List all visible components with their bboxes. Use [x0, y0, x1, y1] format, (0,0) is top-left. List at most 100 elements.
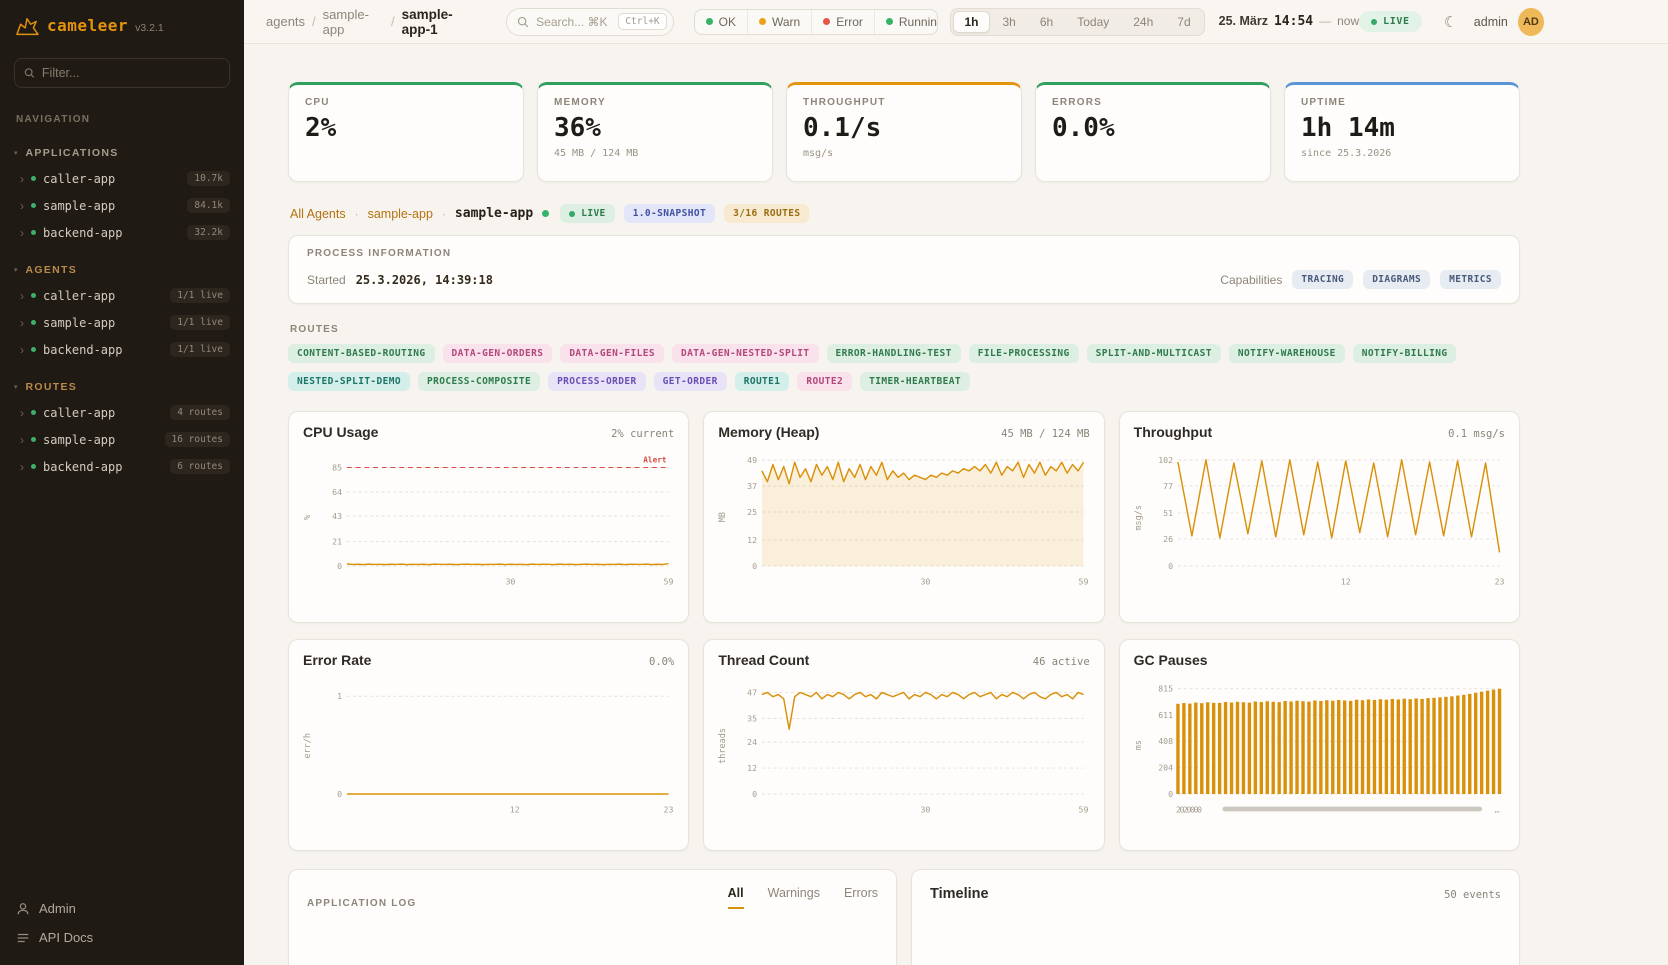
process-information-card: PROCESS INFORMATION Started 25.3.2026, 1… [288, 235, 1520, 304]
range-end: now [1337, 14, 1360, 28]
route-pill[interactable]: NOTIFY-WAREHOUSE [1228, 344, 1345, 363]
route-pill[interactable]: ROUTE2 [797, 372, 853, 391]
route-pill[interactable]: TIMER-HEARTBEAT [860, 372, 970, 391]
count-badge: 84.1k [187, 198, 230, 213]
warn-dot [758, 18, 766, 25]
svg-text:…: … [1494, 804, 1499, 814]
filter-ok[interactable]: OK [695, 9, 748, 34]
content-scroll[interactable]: CPU 2% MEMORY 36% 45 MB / 124 MB THROUGH… [244, 44, 1668, 965]
filter-input[interactable] [41, 66, 220, 80]
y-axis-label: err/h [303, 732, 313, 759]
sidebar-item-application-caller-app[interactable]: › caller-app 10.7k [0, 165, 244, 192]
route-pill[interactable]: NOTIFY-BILLING [1352, 344, 1457, 363]
nav-group-routes-header[interactable]: ▾ ROUTES [14, 381, 78, 393]
route-pill[interactable]: SPLIT-AND-MULTICAST [1086, 344, 1221, 363]
sidebar-item-agent-sample-app[interactable]: › sample-app 1/1 live [0, 309, 244, 336]
svg-text:24: 24 [748, 737, 758, 747]
svg-text:611: 611 [1158, 710, 1173, 720]
time-range-7d[interactable]: 7d [1166, 11, 1201, 33]
svg-text:0: 0 [752, 561, 757, 571]
route-pill[interactable]: ERROR-HANDLING-TEST [826, 344, 961, 363]
route-pill[interactable]: PROCESS-ORDER [548, 372, 646, 391]
filter-running[interactable]: Running [875, 10, 937, 34]
svg-text:12: 12 [510, 804, 520, 814]
tab-warnings[interactable]: Warnings [767, 886, 820, 900]
svg-text:204: 204 [1158, 763, 1173, 773]
breadcrumb-sample-app[interactable]: sample-app [322, 6, 369, 37]
y-axis-label: threads [718, 727, 729, 764]
nav-group-applications: ▾ APPLICATIONS › caller-app 10.7k › samp… [0, 143, 244, 246]
app-link[interactable]: sample-app [367, 206, 433, 221]
user-icon [17, 902, 29, 914]
tab-all[interactable]: All [727, 886, 744, 909]
chart-card-thread-count: Thread Count 46 active threads 47 35 24 12 0… [703, 639, 1105, 851]
y-axis-label: % [303, 514, 313, 521]
svg-text:64: 64 [332, 487, 342, 497]
sidebar-item-routes-caller-app[interactable]: › caller-app 4 routes [0, 399, 244, 426]
time-range-6h[interactable]: 6h [1029, 11, 1064, 33]
route-pill[interactable]: DATA-GEN-FILES [560, 344, 664, 363]
svg-text:77: 77 [1163, 481, 1173, 491]
sidebar-footer: Admin API Docs [0, 889, 244, 965]
status-dot [31, 230, 36, 235]
route-pill[interactable]: CONTENT-BASED-ROUTING [288, 344, 435, 363]
time-range-3h[interactable]: 3h [992, 11, 1027, 33]
filter-error[interactable]: Error [812, 9, 875, 34]
route-pill[interactable]: PROCESS-COMPOSITE [418, 372, 541, 391]
nav-group-agents-header[interactable]: ▾ AGENTS [14, 264, 78, 276]
svg-text:25: 25 [748, 507, 758, 517]
username: admin [1473, 14, 1508, 29]
live-count-badge: 1/1 live [170, 315, 230, 330]
breadcrumb-agents[interactable]: agents [266, 14, 306, 29]
status-dot [31, 203, 36, 208]
nav-group-routes: ▾ ROUTES › caller-app 4 routes › sample-… [0, 377, 244, 480]
sidebar-item-application-backend-app[interactable]: › backend-app 32.2k [0, 219, 244, 246]
sidebar-item-application-sample-app[interactable]: › sample-app 84.1k [0, 192, 244, 219]
status-dot [31, 347, 36, 352]
all-agents-link[interactable]: All Agents [290, 206, 346, 221]
live-indicator[interactable]: LIVE [1359, 11, 1422, 32]
sidebar-item-routes-backend-app[interactable]: › backend-app 6 routes [0, 453, 244, 480]
caret-icon: ▾ [14, 266, 18, 274]
time-range-today[interactable]: Today [1066, 11, 1120, 33]
live-badge: LIVE [560, 204, 615, 223]
app-name: cameleer [47, 16, 129, 35]
svg-text:0: 0 [337, 789, 342, 799]
process-info-title: PROCESS INFORMATION [307, 248, 452, 259]
route-pill[interactable]: DATA-GEN-NESTED-SPLIT [672, 344, 819, 363]
ok-dot [705, 18, 713, 25]
filter-warn[interactable]: Warn [748, 9, 813, 34]
route-pill[interactable]: ROUTE1 [734, 372, 790, 391]
sidebar-item-routes-sample-app[interactable]: › sample-app 16 routes [0, 426, 244, 453]
svg-text:815: 815 [1158, 684, 1173, 694]
route-pill[interactable]: FILE-PROCESSING [968, 344, 1079, 363]
sidebar-item-agent-backend-app[interactable]: › backend-app 1/1 live [0, 336, 244, 363]
sidebar-item-agent-caller-app[interactable]: › caller-app 1/1 live [0, 282, 244, 309]
time-range-1h[interactable]: 1h [953, 10, 990, 33]
theme-toggle[interactable]: ☾ [1438, 8, 1464, 36]
chart-current-value: 45 MB / 124 MB [1001, 428, 1090, 440]
svg-text:26: 26 [1163, 534, 1173, 544]
chart-title: Error Rate [303, 652, 372, 668]
chart-current-value: 0.1 msg/s [1448, 428, 1505, 440]
time-range-24h[interactable]: 24h [1122, 11, 1164, 33]
svg-text:23: 23 [1494, 576, 1504, 586]
status-dot [31, 464, 36, 469]
topbar: agents / sample-app / sample-app-1 Searc… [244, 0, 1668, 44]
svg-text:21: 21 [332, 537, 342, 547]
nav-group-applications-header[interactable]: ▾ APPLICATIONS [14, 147, 119, 159]
sidebar-filter [14, 58, 230, 88]
global-search[interactable]: Search... ⌘K Ctrl+K [506, 7, 674, 36]
chart-current-value: 46 active [1032, 656, 1090, 668]
gc-pauses-chart: 81561140820402020000… [1158, 684, 1501, 814]
status-dot [31, 320, 36, 325]
admin-link[interactable]: Admin [16, 901, 228, 916]
route-pill[interactable]: DATA-GEN-ORDERS [442, 344, 553, 363]
date-range[interactable]: 25. März 14:54 — now [1218, 14, 1360, 29]
route-pill[interactable]: NESTED-SPLIT-DEMO [288, 372, 411, 391]
route-pill[interactable]: GET-ORDER [653, 372, 727, 391]
api-docs-link[interactable]: API Docs [16, 930, 228, 945]
avatar[interactable]: AD [1517, 7, 1544, 36]
tab-errors[interactable]: Errors [843, 886, 878, 900]
